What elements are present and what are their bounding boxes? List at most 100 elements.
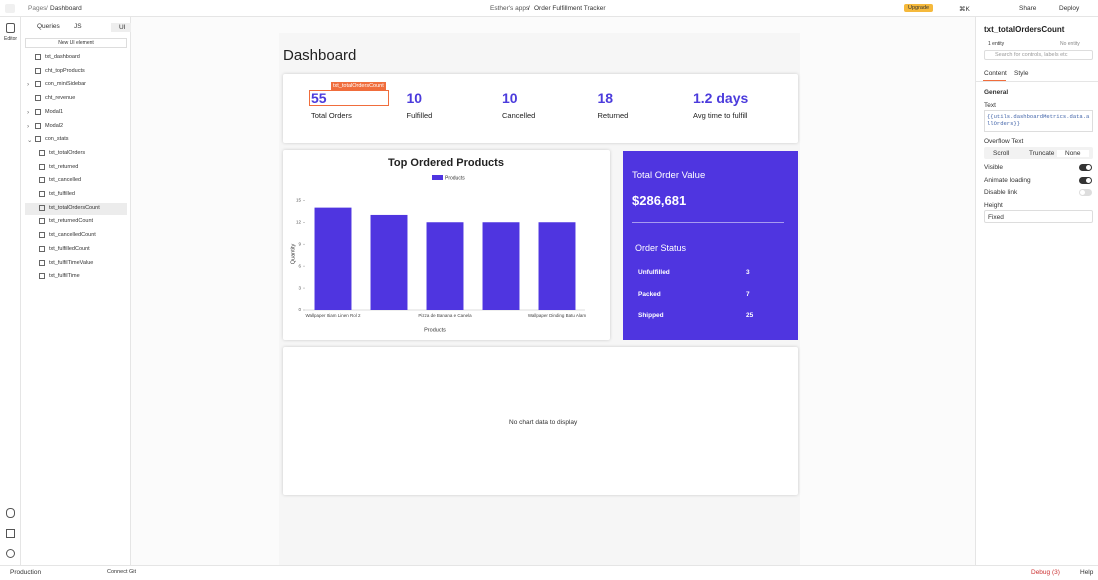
y-tick-label: 6 [298,263,301,268]
widget-name[interactable]: txt_cancelledCount [49,232,96,239]
explorer-tab[interactable]: Queries [37,23,60,30]
chart: Top Ordered Products Products Quantity 0… [290,157,586,334]
status-count: 25 [746,312,754,319]
settings-icon[interactable] [6,549,15,558]
app-name[interactable]: Order Fulfillment Tracker [534,5,606,12]
toggle-label: Visible [984,164,1004,171]
widget-name[interactable]: txt_fulfilled [49,191,75,197]
widget-name[interactable]: txt_totalOrdersCount [49,204,100,211]
overflow-option[interactable]: Truncate [1029,150,1055,157]
widget-name[interactable]: txt_returned [49,163,79,170]
deploy-button[interactable]: Deploy [1059,5,1080,12]
y-tick-label: 12 [296,219,302,224]
widget-name[interactable]: txt_cancelled [49,177,82,184]
top-bar [0,0,1098,17]
search-box[interactable] [984,50,1093,60]
toggle[interactable] [1079,176,1092,184]
expand-arrow[interactable]: › [27,108,30,116]
expand-arrow[interactable]: ⌄ [27,137,33,145]
chart-card: Top Ordered Products Products Quantity 0… [283,150,610,340]
editor-icon[interactable] [6,23,15,33]
no-entity[interactable]: No entity [1060,41,1080,47]
widget-name[interactable]: txt_totalOrdersCount [984,25,1065,34]
toggle[interactable] [1079,189,1092,196]
workspace[interactable]: Esther's apps [490,5,530,12]
selected-widget-tag[interactable]: txt_totalOrdersCount [331,82,386,90]
widget-name[interactable]: cht_topProducts [45,67,85,74]
overflow-option[interactable]: None [1057,150,1089,157]
upgrade-button[interactable]: Upgrade [904,4,934,12]
stat-label: Returned [597,111,629,120]
dashboard-title: Dashboard [283,47,357,64]
packages-icon[interactable] [6,529,15,538]
toggle[interactable] [1079,164,1092,171]
section-title: General [984,89,1009,96]
widget-name[interactable]: txt_totalOrders [49,149,86,156]
widget-icon [39,177,45,184]
expand-arrow[interactable]: › [27,81,30,89]
stat-value: 18 [597,90,614,106]
stat-label: Cancelled [502,111,536,120]
entity-count[interactable]: 1 entity [988,41,1005,47]
widget-icon [35,95,41,102]
widget-name[interactable]: Modal1 [45,108,64,115]
debug-button[interactable]: Debug (3) [1031,569,1060,576]
code-editor[interactable]: {{utils.dashboardMetrics.data.allOrders}… [984,110,1093,132]
property-tab[interactable]: Content [984,70,1007,77]
y-tick-label: 15 [296,198,302,203]
share-button[interactable]: Share [1019,5,1037,12]
explorer-tab[interactable]: JS [74,23,82,30]
expand-arrow[interactable]: › [27,122,30,130]
chart-title: Top Ordered Products [388,157,504,169]
widget-name[interactable]: con_miniSidebar [45,81,86,88]
toggle-label: Animate loading [984,176,1031,184]
y-tick-label: 0 [298,307,301,312]
editor-label: Editor [4,36,18,42]
toggle-label: Disable link [984,189,1018,196]
bar [426,222,464,310]
connect-git[interactable]: Connect Git [107,569,137,575]
widget-icon [39,273,45,280]
widget-icon [39,232,45,239]
data-icon[interactable] [6,508,15,518]
x-tick-label: Wallpaper Itiam Linen Rol 2 [305,313,361,318]
divider [632,222,784,223]
crumb-page[interactable]: Dashboard [50,5,82,12]
widget-name[interactable]: txt_fulfilledCount [49,245,90,252]
overflow-option[interactable]: Scroll [993,150,1010,157]
logo[interactable] [5,4,15,13]
widget-icon [39,245,45,252]
property-tab[interactable]: Style [1014,70,1029,77]
status-name: Shipped [638,312,664,319]
status-count: 3 [746,269,750,276]
order-status-title: Order Status [635,243,687,253]
widget-name[interactable]: txt_dashboard [45,54,80,60]
stat-value: 1.2 days [693,90,749,106]
widget-icon [35,67,41,74]
new-ui-element-button[interactable]: New UI element [25,38,127,48]
explorer-tab[interactable]: UI [111,23,134,32]
tabs-border [976,81,1098,82]
revenue-chart-card: No chart data to display [283,347,798,495]
height-value: Fixed [988,214,1004,221]
y-axis-title: Quantity [290,244,296,265]
widget-name[interactable]: Modal2 [45,122,64,129]
environment[interactable]: Production [10,569,42,576]
bar [538,222,576,310]
widget-name[interactable]: cht_revenue [45,95,76,102]
stat-label: Fulfilled [406,111,433,120]
crumb-root[interactable]: Pages [28,5,47,12]
widget-name[interactable]: txt_fulfilTime [49,273,80,280]
icon-rail [0,17,21,565]
height-select[interactable] [984,210,1093,223]
widget-icon [35,54,41,60]
y-tick-label: 3 [298,285,301,290]
help-button[interactable]: Help [1080,569,1094,576]
widget-name[interactable]: txt_returnedCount [49,218,94,225]
widget-name[interactable]: txt_fulfilTimeValue [49,259,94,266]
tab-underline [983,80,1006,81]
widget-name[interactable]: con_stats [45,136,69,143]
shortcut[interactable]: ⌘K [959,6,970,13]
